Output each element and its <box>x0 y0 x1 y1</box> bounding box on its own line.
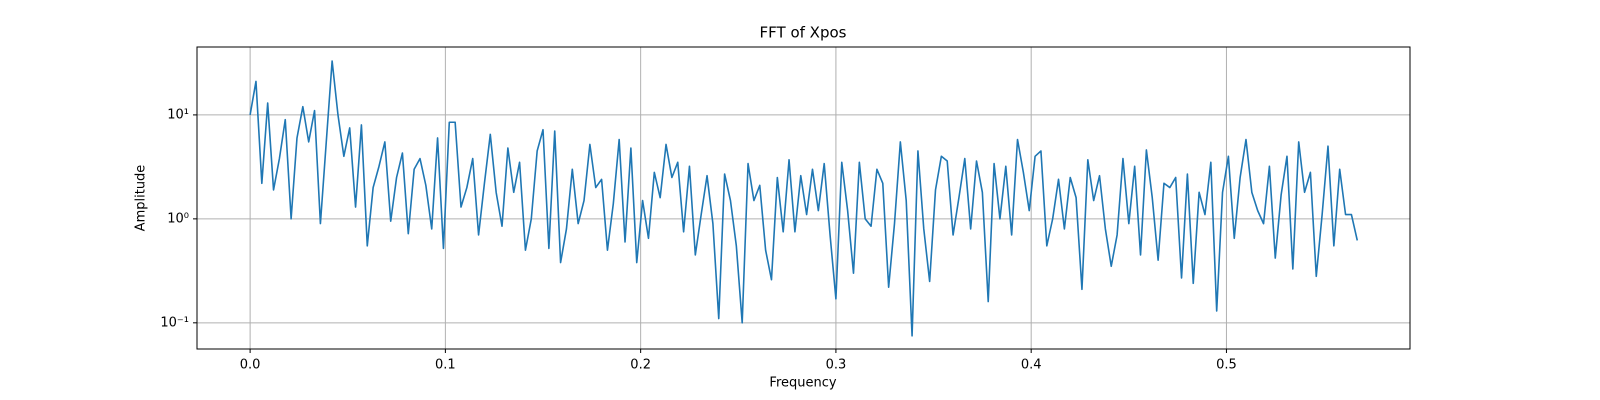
x-tick-label: 0.2 <box>630 358 651 373</box>
y-axis-label: Amplitude <box>134 165 149 232</box>
plot-frame <box>196 46 1411 350</box>
y-tick-label: 10¹ <box>167 107 189 122</box>
x-tick-label: 0.0 <box>240 358 261 373</box>
chart-title: FFT of Xpos <box>760 24 847 42</box>
y-tick-label: 10⁰ <box>167 211 189 226</box>
x-tick-label: 0.4 <box>1021 358 1042 373</box>
x-tick-label: 0.3 <box>826 358 847 373</box>
x-tick-label: 0.1 <box>435 358 456 373</box>
data-line <box>249 60 1359 337</box>
y-tick-label: 10⁻¹ <box>160 315 189 330</box>
x-tick-label: 0.5 <box>1216 358 1237 373</box>
x-axis-label: Frequency <box>769 376 836 391</box>
